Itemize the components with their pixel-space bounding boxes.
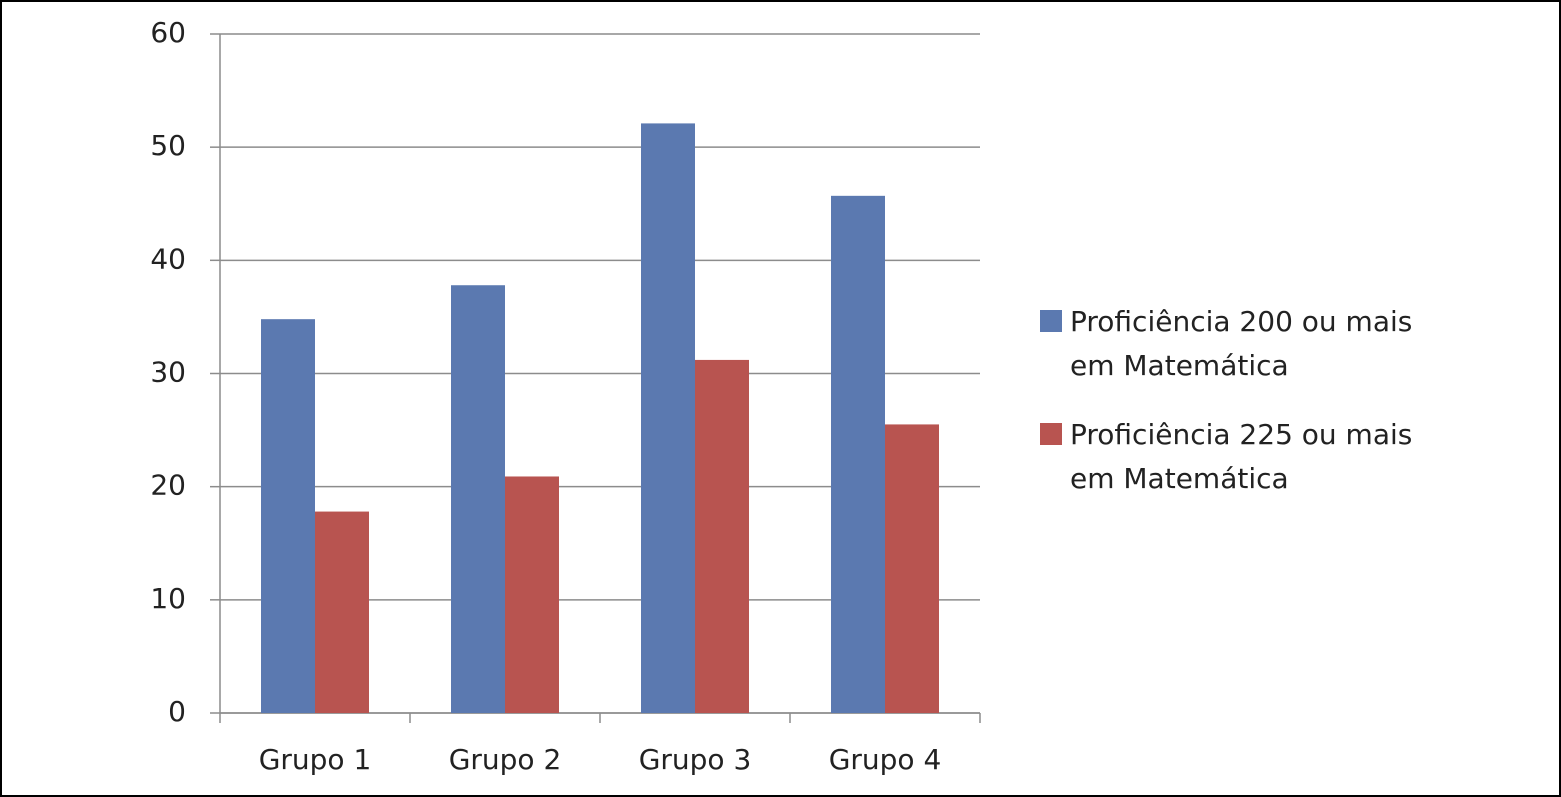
legend-label: Proficiência 200 ou mais em Matemática	[1070, 305, 1413, 382]
y-tick-label: 60	[150, 16, 186, 49]
x-tick-label: Grupo 4	[829, 743, 942, 776]
y-tick-label: 30	[150, 356, 186, 389]
y-tick-label: 0	[168, 695, 186, 728]
y-tick-label: 50	[150, 129, 186, 162]
bar	[451, 285, 505, 713]
y-tick-label: 20	[150, 469, 186, 502]
legend-item: Proficiência 200 ou mais em Matemática	[1040, 300, 1440, 388]
bar	[885, 424, 939, 713]
y-tick-label: 10	[150, 582, 186, 615]
x-tick-label: Grupo 1	[259, 743, 372, 776]
bar	[261, 319, 315, 713]
bar	[505, 476, 559, 713]
y-tick-label: 40	[150, 242, 186, 275]
bar	[315, 511, 369, 713]
bar	[695, 359, 749, 713]
x-tick-label: Grupo 3	[639, 743, 752, 776]
legend-swatch	[1040, 310, 1062, 332]
x-tick-label: Grupo 2	[449, 743, 562, 776]
legend-item: Proficiência 225 ou mais em Matemática	[1040, 413, 1440, 501]
legend-swatch	[1040, 423, 1062, 445]
bar	[641, 123, 695, 713]
bar	[831, 195, 885, 713]
legend-label: Proficiência 225 ou mais em Matemática	[1070, 418, 1413, 495]
